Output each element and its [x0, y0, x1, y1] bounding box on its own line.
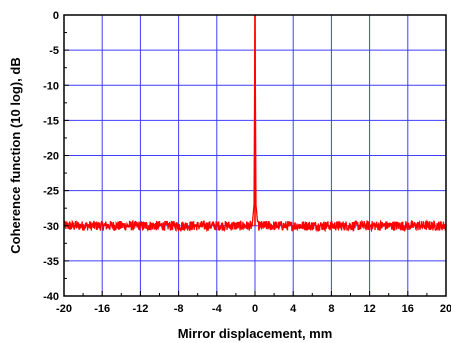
- x-tick-label: -4: [212, 303, 223, 315]
- y-tick-label: -40: [43, 291, 59, 303]
- series-group: [63, 14, 447, 233]
- x-tick-label: 12: [363, 303, 375, 315]
- x-tick-label: -8: [174, 303, 184, 315]
- x-tick-label: -12: [132, 303, 148, 315]
- y-axis-label: Coherence function (10 log), dB: [8, 57, 23, 253]
- y-tick-label: -5: [49, 45, 59, 57]
- x-tick-label: -16: [94, 303, 110, 315]
- x-tick-label: 16: [402, 303, 414, 315]
- y-tick-label: -15: [43, 115, 59, 127]
- x-tick-label: 0: [252, 303, 258, 315]
- y-tick-label: -35: [43, 256, 59, 268]
- y-tick-labels: 0 -5 -10 -15 -20 -25 -30 -35 -40: [43, 10, 59, 303]
- y-tick-label: 0: [53, 10, 59, 22]
- x-tick-label: 8: [328, 303, 334, 315]
- x-tick-label: -20: [56, 303, 72, 315]
- axis-ticks: [63, 14, 447, 297]
- y-tick-label: -20: [43, 151, 59, 163]
- x-axis-label: Mirror displacement, mm: [178, 326, 333, 341]
- x-tick-label: 20: [440, 303, 451, 315]
- y-tick-label: -25: [43, 186, 59, 198]
- y-tick-label: -30: [43, 221, 59, 233]
- x-tick-labels: -20 -16 -12 -8 -4 0 4 8 12 16 20: [56, 303, 451, 315]
- y-tick-label: -10: [43, 80, 59, 92]
- x-tick-label: 4: [290, 303, 297, 315]
